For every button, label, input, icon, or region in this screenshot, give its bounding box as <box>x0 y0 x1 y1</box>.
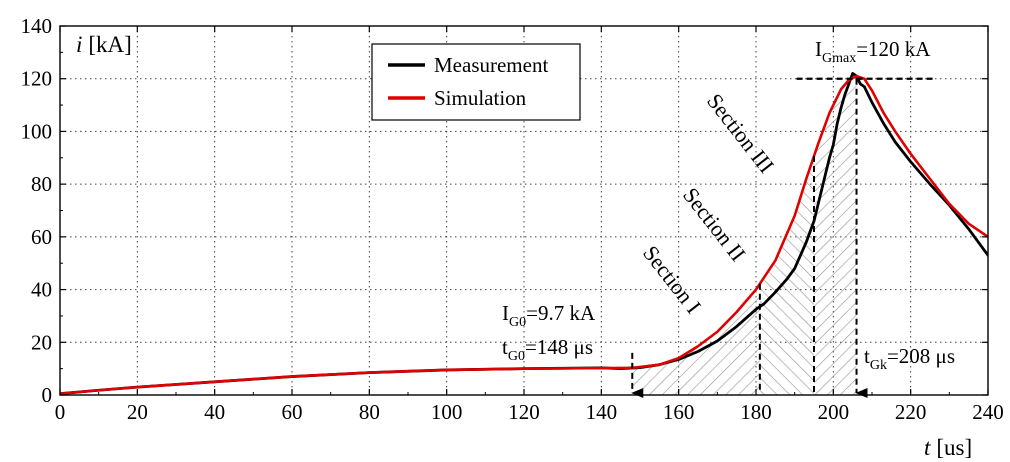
x-tick-label: 60 <box>282 400 303 424</box>
x-tick-label: 0 <box>55 400 66 424</box>
tgk-symbol: t <box>864 344 870 368</box>
ig0-symbol: I <box>502 301 509 325</box>
ig0-value: =9.7 kA <box>526 301 596 325</box>
y-axis-title: i [kA] <box>76 32 132 57</box>
x-axis-title-unit: [us] <box>936 435 972 460</box>
y-tick-label: 80 <box>31 172 52 196</box>
y-axis-title-unit: [kA] <box>88 32 131 57</box>
series-group <box>60 72 988 395</box>
x-axis-title: t [us] <box>924 435 972 460</box>
section-1-area <box>632 283 760 395</box>
igmax-symbol: I <box>815 37 822 61</box>
section-3-area <box>814 76 857 395</box>
section-1-label: Section I <box>638 241 706 319</box>
x-tick-label: 140 <box>586 400 618 424</box>
igmax-value: =120 kA <box>856 37 931 61</box>
y-tick-label: 0 <box>42 383 53 407</box>
y-axis-title-symbol: i <box>76 32 82 57</box>
tg0-subscript: G0 <box>508 349 525 364</box>
section-2-label: Section II <box>678 183 751 266</box>
igmax-subscript: Gmax <box>822 51 856 66</box>
y-tick-label: 120 <box>21 67 53 91</box>
legend: Measurement Simulation <box>371 43 581 121</box>
legend-box <box>371 43 581 121</box>
y-tick-label: 60 <box>31 225 52 249</box>
x-tick-label: 40 <box>204 400 225 424</box>
x-tick-label: 220 <box>895 400 927 424</box>
axis-ticks: 0 20 40 60 80 100 120 140 160 180 200 220 240 0 20 40 60… <box>21 14 1004 424</box>
x-tick-label: 200 <box>818 400 850 424</box>
legend-label-simulation: Simulation <box>434 86 527 110</box>
x-tick-label: 80 <box>359 400 380 424</box>
x-tick-label: 160 <box>663 400 695 424</box>
tg0-symbol: t <box>502 335 508 359</box>
x-tick-label: 100 <box>431 400 463 424</box>
tgk-annotation: tGk=208 μs <box>864 344 955 373</box>
tgk-subscript: Gk <box>870 358 887 373</box>
series-line-simulation <box>60 74 988 395</box>
ig0-annotation: IG0=9.7 kA <box>502 301 596 330</box>
hatched-sections <box>632 76 857 395</box>
tg0-annotation: tG0=148 μs <box>502 335 593 364</box>
section-2-area <box>759 156 814 395</box>
y-tick-label: 40 <box>31 278 52 302</box>
ig0-subscript: G0 <box>509 315 526 330</box>
legend-label-measurement: Measurement <box>434 53 548 77</box>
x-tick-label: 20 <box>127 400 148 424</box>
y-tick-label: 140 <box>21 14 53 38</box>
y-tick-label: 100 <box>21 119 53 143</box>
x-tick-label: 120 <box>508 400 540 424</box>
igmax-annotation: IGmax=120 kA <box>815 37 931 66</box>
tg0-value: =148 μs <box>525 335 593 359</box>
x-tick-label: 240 <box>972 400 1004 424</box>
x-axis-title-symbol: t <box>924 435 931 460</box>
marker-lines <box>631 77 934 398</box>
x-tick-label: 180 <box>740 400 772 424</box>
y-tick-label: 20 <box>31 330 52 354</box>
tgk-value: =208 μs <box>887 344 955 368</box>
section-3-label: Section III <box>702 89 779 178</box>
